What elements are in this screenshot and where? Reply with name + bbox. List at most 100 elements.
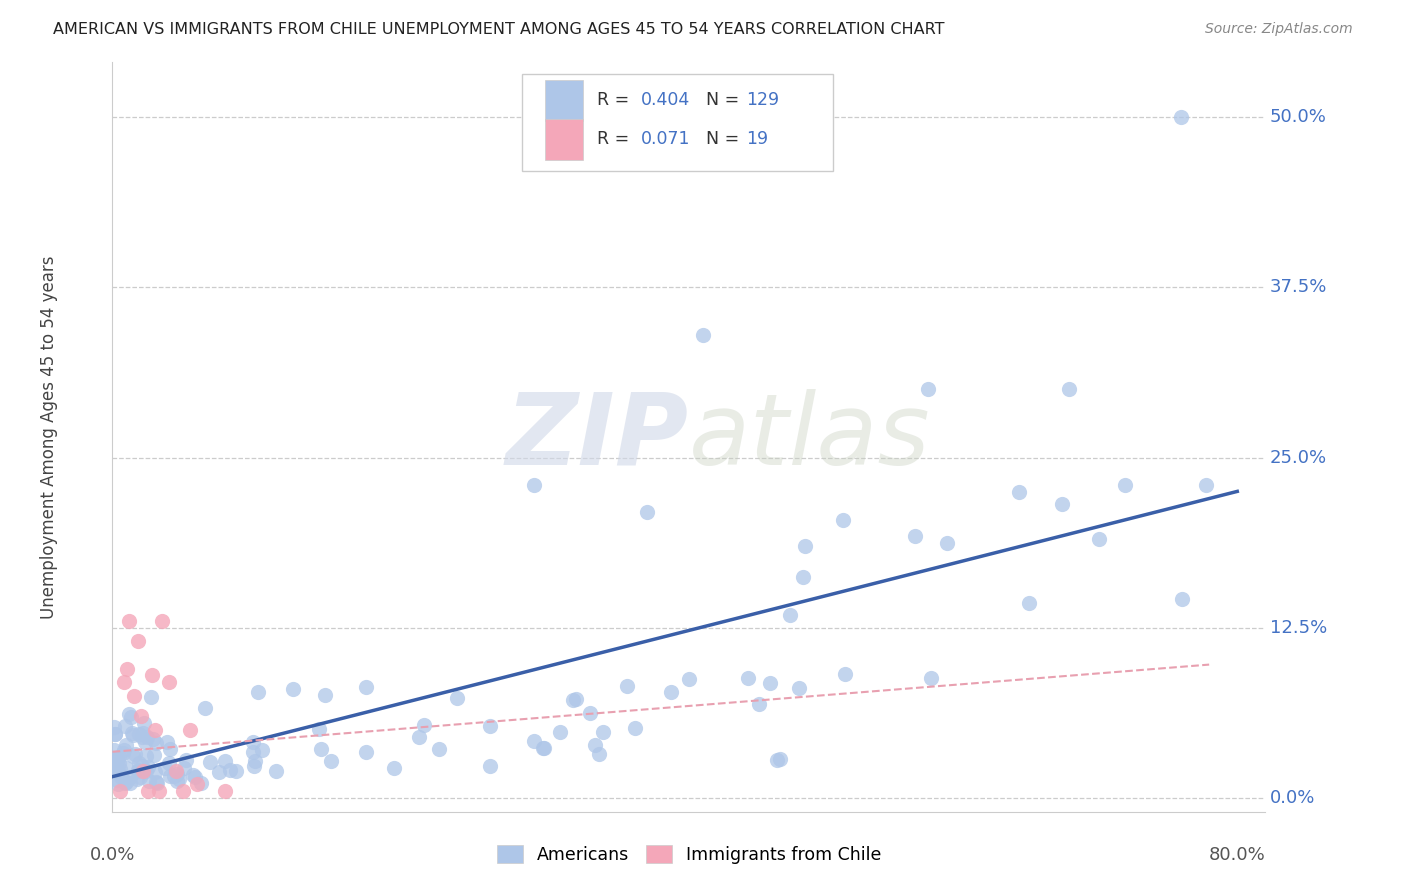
Text: 37.5%: 37.5% — [1270, 278, 1327, 296]
Point — [247, 684, 270, 698]
Point — [169, 772, 191, 787]
Point — [179, 723, 201, 737]
Point — [118, 706, 141, 721]
Point — [242, 734, 264, 748]
Point — [145, 775, 167, 789]
Bar — [546, 119, 583, 160]
Point — [143, 723, 166, 737]
Point — [141, 668, 163, 682]
Point — [636, 505, 658, 519]
Point — [135, 764, 157, 778]
Point — [122, 728, 145, 742]
Point — [692, 327, 714, 342]
Point — [105, 772, 128, 787]
Point — [127, 634, 149, 648]
Point — [1050, 497, 1073, 511]
Point — [1170, 591, 1192, 606]
Point — [115, 662, 138, 676]
Point — [111, 747, 134, 761]
Point — [115, 775, 138, 789]
Point — [120, 776, 142, 790]
Point — [225, 764, 247, 779]
Point — [478, 758, 501, 772]
Point — [1057, 383, 1080, 397]
Text: 0.0%: 0.0% — [1270, 789, 1315, 807]
Point — [533, 741, 555, 756]
Point — [283, 681, 305, 696]
Point — [174, 753, 197, 767]
Point — [427, 742, 450, 756]
Point — [148, 784, 170, 798]
Point — [112, 675, 135, 690]
Text: 0.404: 0.404 — [641, 91, 690, 110]
Point — [181, 768, 204, 782]
Point — [131, 759, 153, 773]
Point — [107, 776, 129, 790]
Point — [104, 727, 127, 741]
Point — [190, 776, 212, 790]
Point — [208, 764, 231, 779]
Text: 0.0%: 0.0% — [90, 846, 135, 863]
Point — [243, 754, 266, 768]
Text: AMERICAN VS IMMIGRANTS FROM CHILE UNEMPLOYMENT AMONG AGES 45 TO 54 YEARS CORRELA: AMERICAN VS IMMIGRANTS FROM CHILE UNEMPL… — [53, 22, 945, 37]
Point — [165, 764, 187, 778]
Point — [153, 761, 176, 775]
Point — [128, 756, 150, 771]
Point — [108, 766, 131, 780]
Point — [759, 676, 782, 690]
Point — [562, 693, 585, 707]
Point — [108, 756, 131, 770]
Point — [314, 688, 336, 702]
Point — [104, 727, 127, 741]
Point — [110, 762, 132, 776]
Point — [243, 758, 266, 772]
FancyBboxPatch shape — [522, 74, 832, 171]
Text: 129: 129 — [747, 91, 780, 110]
Point — [354, 745, 377, 759]
Point — [159, 741, 181, 756]
Point — [166, 774, 188, 789]
Text: 25.0%: 25.0% — [1270, 449, 1327, 467]
Point — [108, 750, 131, 764]
Point — [134, 735, 156, 749]
Point — [523, 734, 546, 748]
Point — [592, 724, 614, 739]
Point — [659, 685, 682, 699]
Point — [150, 614, 173, 628]
Point — [112, 743, 135, 757]
Point — [321, 755, 343, 769]
Legend: Americans, Immigrants from Chile: Americans, Immigrants from Chile — [489, 838, 889, 871]
Point — [831, 513, 853, 527]
Point — [114, 761, 136, 775]
Point — [583, 738, 606, 752]
Point — [136, 760, 159, 774]
Point — [157, 756, 180, 771]
Point — [214, 784, 236, 798]
Point — [308, 723, 330, 737]
Text: ZIP: ZIP — [506, 389, 689, 485]
Point — [127, 764, 149, 778]
Point — [118, 614, 141, 628]
Point — [127, 764, 149, 779]
Point — [138, 774, 160, 789]
Point — [917, 383, 939, 397]
Point — [103, 721, 125, 735]
Point — [146, 776, 169, 790]
Point — [115, 738, 138, 752]
Point — [118, 770, 141, 784]
Point — [103, 762, 125, 776]
Point — [1008, 485, 1031, 500]
Point — [132, 716, 155, 731]
Point — [412, 718, 434, 732]
Point — [446, 690, 468, 705]
Point — [159, 769, 181, 783]
Point — [935, 535, 957, 549]
Point — [124, 747, 146, 762]
Point — [125, 772, 148, 786]
Text: N =: N = — [706, 91, 745, 110]
Point — [523, 477, 546, 491]
Point — [1195, 478, 1218, 492]
Point — [173, 761, 195, 775]
Text: Unemployment Among Ages 45 to 54 years: Unemployment Among Ages 45 to 54 years — [39, 255, 58, 619]
Text: 80.0%: 80.0% — [1209, 846, 1265, 863]
